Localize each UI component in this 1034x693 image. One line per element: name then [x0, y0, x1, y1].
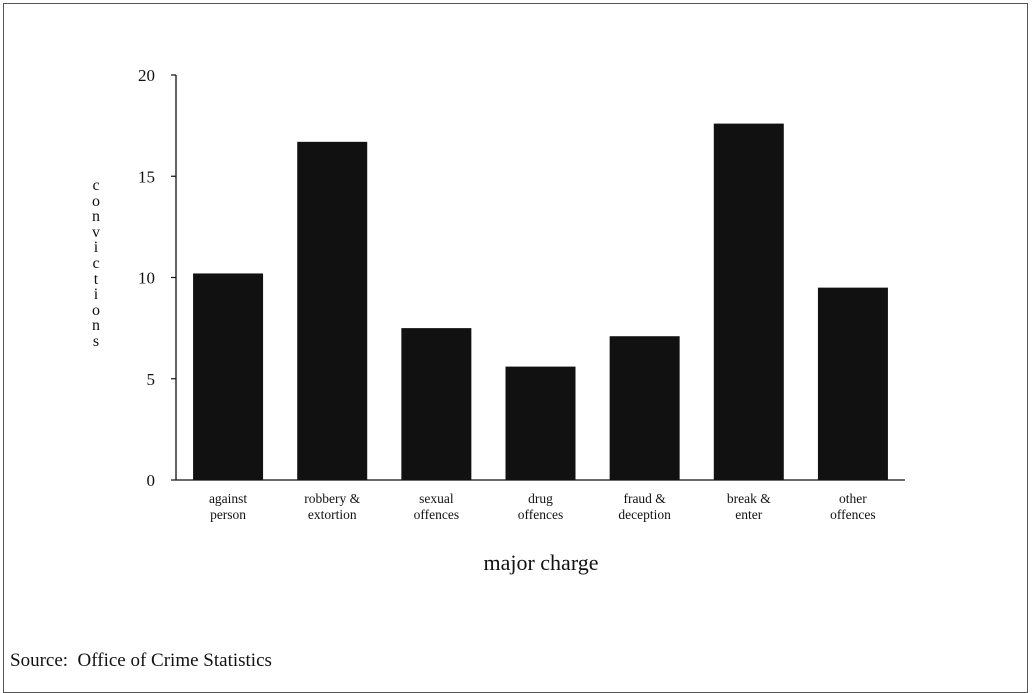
y-axis-label-letter: c	[92, 177, 100, 194]
y-axis-label-letter: v	[92, 223, 100, 241]
y-axis-label-letter: i	[93, 286, 99, 304]
source-label: Source:	[10, 650, 69, 671]
y-tick-label: 15	[138, 167, 155, 186]
y-axis-label-letter: n	[92, 208, 100, 226]
x-tick-label: robbery &	[304, 491, 360, 506]
bar	[297, 141, 368, 480]
source-note: Source: Office of Crime Statistics	[10, 650, 272, 672]
y-tick-label: 0	[147, 471, 156, 490]
bar	[401, 328, 472, 480]
x-axis-label: major charge	[483, 550, 598, 575]
x-tick-label: person	[210, 507, 246, 522]
bar	[609, 336, 680, 480]
x-tick-label: fraud &	[623, 491, 666, 506]
x-tick-label: offences	[830, 507, 875, 522]
y-tick-label: 10	[138, 269, 155, 288]
y-axis-label-letter: c	[92, 254, 100, 272]
y-axis-label-letter: o	[92, 301, 100, 319]
bar	[817, 287, 888, 480]
y-tick-label: 5	[147, 370, 156, 389]
x-tick-label: sexual	[419, 491, 454, 506]
y-axis-label-letter: s	[92, 332, 100, 350]
y-axis-label-letter: i	[93, 239, 99, 257]
x-tick-label: deception	[618, 507, 671, 522]
y-axis-label-letter: o	[92, 192, 100, 210]
x-tick-label: drug	[528, 491, 553, 506]
bar	[713, 123, 784, 480]
source-text: Office of Crime Statistics	[77, 650, 272, 671]
bar	[505, 366, 576, 480]
bar	[193, 273, 264, 480]
x-tick-label: offences	[518, 507, 563, 522]
x-tick-label: extortion	[308, 507, 357, 522]
x-tick-label: enter	[735, 507, 762, 522]
y-tick-label: 20	[138, 66, 155, 85]
x-tick-label: offences	[414, 507, 459, 522]
x-tick-label: break &	[727, 491, 771, 506]
y-axis-label-letter: n	[92, 317, 100, 335]
y-axis-label-letter: t	[93, 270, 99, 288]
x-tick-label: other	[839, 491, 867, 506]
x-tick-label: against	[209, 491, 247, 506]
